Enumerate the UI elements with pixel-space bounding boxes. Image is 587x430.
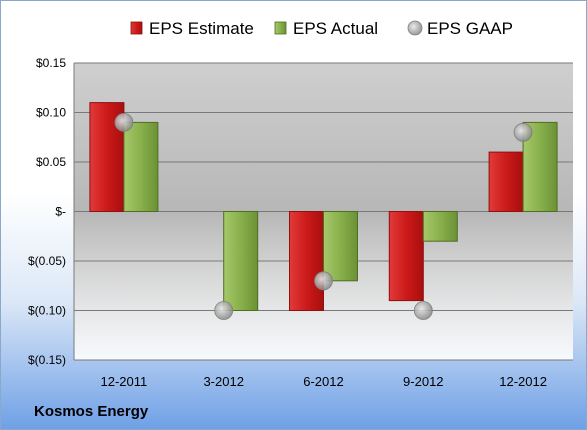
gaap-point	[314, 271, 333, 291]
y-tick-label: $-	[55, 205, 66, 219]
legend-label: EPS Estimate	[149, 19, 254, 38]
x-axis-ticks: 12-2011 3-2012 6-2012 9-2012 12-2012	[101, 374, 547, 389]
legend: EPS Estimate EPS Actual EPS GAAP	[130, 19, 513, 38]
x-tick-label: 9-2012	[403, 374, 443, 389]
x-tick-label: 6-2012	[303, 374, 343, 389]
gaap-point	[513, 122, 533, 142]
gaap-point	[413, 301, 433, 320]
y-tick-label: $0.05	[36, 155, 66, 169]
x-tick-label: 12-2012	[499, 374, 547, 389]
actual-bar	[223, 211, 259, 311]
legend-swatch	[274, 21, 287, 35]
y-tick-label: $(0.05)	[28, 254, 66, 268]
legend-label: EPS Actual	[293, 19, 378, 38]
y-tick-label: $0.15	[36, 56, 66, 70]
legend-swatch	[130, 21, 143, 35]
x-tick-label: 3-2012	[203, 374, 243, 389]
eps-chart: EPS Estimate EPS Actual EPS GAAP $0.15$0.1…	[28, 19, 573, 389]
company-label: Kosmos Energy	[34, 403, 149, 420]
gaap-points	[114, 113, 533, 320]
y-tick-label: $0.10	[36, 106, 66, 120]
gaap-point	[114, 113, 134, 132]
actual-bar	[422, 211, 458, 242]
actual-bar	[323, 211, 358, 282]
gaap-point	[214, 301, 234, 320]
y-tick-label: $(0.10)	[28, 304, 66, 318]
legend-swatch	[407, 20, 423, 36]
estimate-bar	[289, 211, 324, 311]
actual-bar	[123, 121, 159, 212]
y-tick-label: $(0.15)	[28, 353, 66, 367]
legend-label: EPS GAAP	[427, 19, 513, 38]
bars	[89, 102, 558, 311]
estimate-bar	[488, 151, 524, 213]
estimate-bar	[388, 211, 424, 302]
y-axis-ticks: $0.15 $0.10 $0.05 $- $(0.05) $(0.10) $(0.15)	[28, 56, 66, 367]
x-tick-label: 12-2011	[101, 374, 148, 389]
